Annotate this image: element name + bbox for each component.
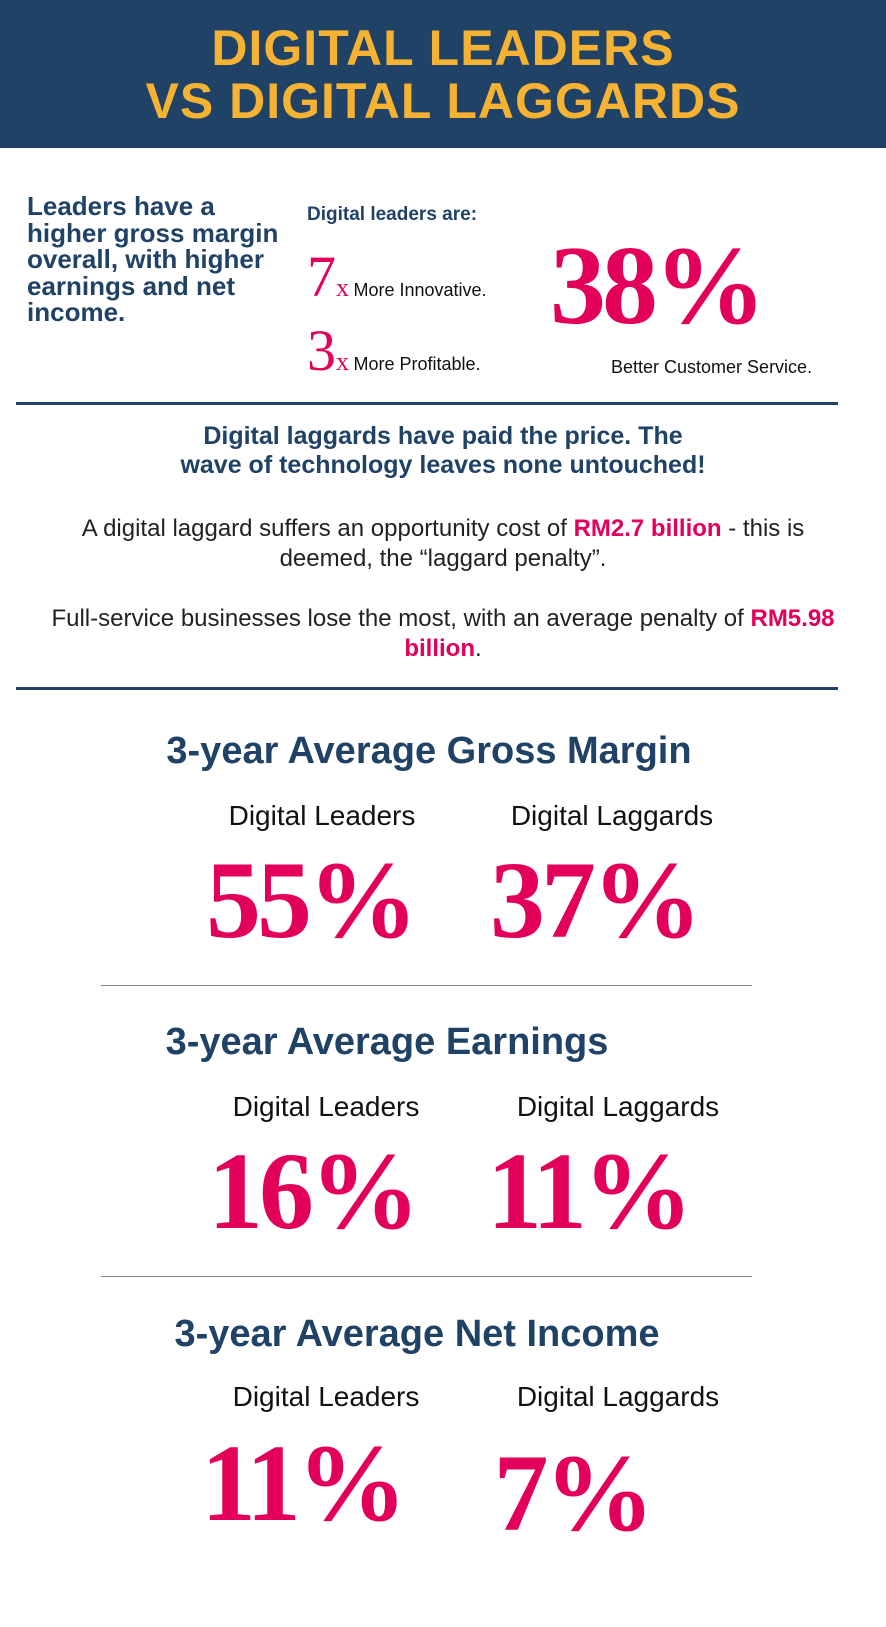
leaders-value: 16% (208, 1130, 420, 1252)
leaders-value: 11% (201, 1422, 407, 1544)
leaders-label: Digital Leaders (228, 800, 416, 831)
divider (101, 985, 752, 986)
text: . (474, 635, 482, 662)
stat-label: More Innovative. (353, 280, 487, 300)
metric-title: 3-year Average Gross Margin (166, 730, 692, 772)
leaders-value: 55% (206, 839, 418, 961)
stat-value: 3 (307, 318, 336, 383)
laggards-label: Digital Laggards (510, 800, 714, 831)
header-banner (0, 0, 886, 148)
stat-innovative: 7x More Innovative. (307, 248, 487, 306)
stat-label: More Profitable. (353, 354, 481, 374)
divider (101, 1276, 752, 1277)
text: - this is deemed, the “laggard penalty”. (279, 515, 805, 572)
metric-title: 3-year Average Net Income (174, 1313, 660, 1355)
laggards-value: 37% (490, 839, 702, 961)
laggards-value: 11% (487, 1130, 693, 1252)
penalty-paragraph-2: Full-service businesses lose the most, w… (50, 604, 836, 664)
stat-suffix: x (336, 273, 349, 302)
leaders-label: Digital Leaders (232, 1091, 420, 1122)
highlight: RM5.98 billion (404, 605, 835, 662)
penalty-paragraph-1: A digital laggard suffers an opportunity… (50, 514, 836, 574)
laggards-label: Digital Laggards (516, 1091, 720, 1122)
highlight: RM2.7 billion (573, 515, 722, 542)
title-line-2: VS DIGITAL LAGGARDS (145, 73, 741, 129)
service-label: Better Customer Service. (611, 357, 813, 377)
heading-line: wave of technology leaves none untouched… (180, 451, 706, 479)
text: Full-service businesses lose the most, w… (51, 605, 751, 632)
stat-value: 7 (307, 244, 336, 309)
laggards-value: 7% (493, 1432, 655, 1554)
laggards-label: Digital Laggards (516, 1381, 720, 1412)
lead-text: Leaders have a higher gross margin overa… (27, 191, 279, 327)
divider (16, 402, 838, 405)
metric-title: 3-year Average Earnings (165, 1021, 609, 1063)
stat-suffix: x (336, 347, 349, 376)
leaders-label: Digital Leaders (232, 1381, 420, 1412)
stat-profitable: 3x More Profitable. (307, 322, 481, 380)
page-title: DIGITAL LEADERS VS DIGITAL LAGGARDS (0, 22, 886, 128)
heading-line: Digital laggards have paid the price. Th… (203, 422, 683, 450)
divider (16, 687, 838, 690)
penalty-heading: Digital laggards have paid the price. Th… (0, 422, 886, 480)
leaders-are-label: Digital leaders are: (307, 204, 478, 225)
service-value: 38% (550, 224, 766, 348)
title-line-1: DIGITAL LEADERS (211, 20, 675, 76)
text: A digital laggard suffers an opportunity… (81, 515, 574, 542)
